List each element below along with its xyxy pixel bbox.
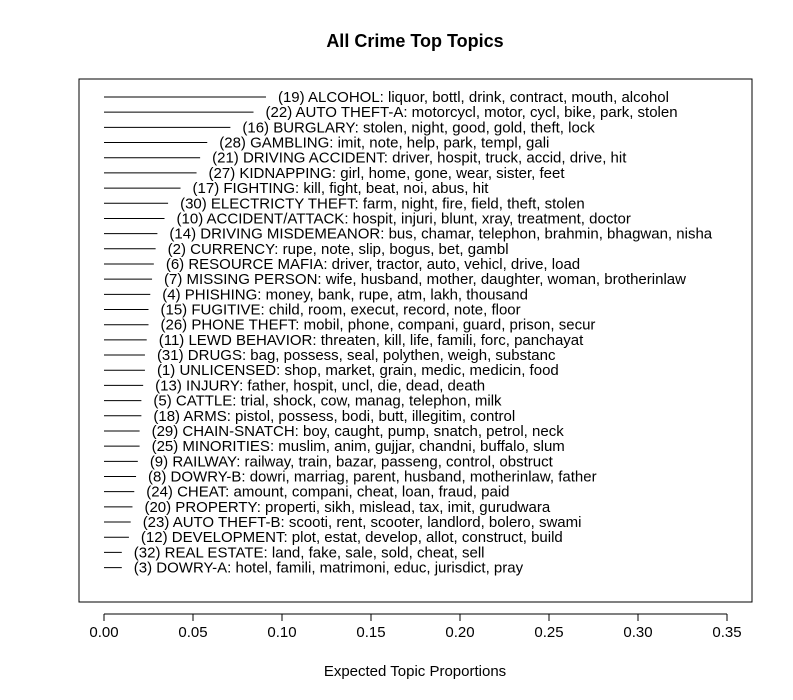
topic-label: (31) DRUGS: bag, possess, seal, polythen… <box>157 347 556 364</box>
topic-label: (15) FUGITIVE: child, room, execut, reco… <box>161 302 521 319</box>
x-axis: 0.00 0.05 0.10 0.15 0.20 0.25 0.30 0.35 <box>89 613 742 641</box>
topic-label: (28) GAMBLING: imit, note, help, park, t… <box>219 135 549 152</box>
topic-label: (4) PHISHING: money, bank, rupe, atm, la… <box>162 286 528 303</box>
topic-label: (32) REAL ESTATE: land, fake, sale, sold… <box>134 544 485 561</box>
topic-label: (14) DRIVING MISDEMEANOR: bus, chamar, t… <box>169 226 712 243</box>
x-tick-label: 0.25 <box>534 624 563 641</box>
topic-label: (6) RESOURCE MAFIA: driver, tractor, aut… <box>166 256 580 273</box>
topic-label: (2) CURRENCY: rupe, note, slip, bogus, b… <box>168 241 509 258</box>
x-axis-label: Expected Topic Proportions <box>324 663 506 680</box>
topic-marks: (19) ALCOHOL: liquor, bottl, drink, cont… <box>104 89 713 577</box>
topic-label: (24) CHEAT: amount, compani, cheat, loan… <box>146 484 509 501</box>
topic-label: (11) LEWD BEHAVIOR: threaten, kill, life… <box>159 332 584 349</box>
topic-label: (25) MINORITIES: muslim, anim, gujjar, c… <box>152 438 565 455</box>
x-tick-label: 0.00 <box>89 624 118 641</box>
topic-label: (3) DOWRY-A: hotel, famili, matrimoni, e… <box>134 560 524 577</box>
topic-label: (21) DRIVING ACCIDENT: driver, hospit, t… <box>212 150 627 167</box>
topic-label: (13) INJURY: father, hospit, uncl, die, … <box>155 377 485 394</box>
topic-label: (29) CHAIN-SNATCH: boy, caught, pump, sn… <box>152 423 565 440</box>
x-tick-label: 0.10 <box>267 624 296 641</box>
topic-label: (17) FIGHTING: kill, fight, beat, noi, a… <box>193 180 490 197</box>
topic-label: (20) PROPERTY: properti, sikh, mislead, … <box>144 499 550 516</box>
topic-label: (10) ACCIDENT/ATTACK: hospit, injuri, bl… <box>177 210 631 227</box>
x-tick-label: 0.20 <box>445 624 474 641</box>
topic-label: (23) AUTO THEFT-B: scooti, rent, scooter… <box>143 514 582 531</box>
x-tick-label: 0.35 <box>712 624 741 641</box>
topic-label: (1) UNLICENSED: shop, market, grain, med… <box>157 362 559 379</box>
topic-label: (16) BURGLARY: stolen, night, good, gold… <box>242 119 595 136</box>
topic-label: (30) ELECTRICTY THEFT: farm, night, fire… <box>180 195 585 212</box>
topic-label: (5) CATTLE: trial, shock, cow, manag, te… <box>153 393 502 410</box>
x-tick-label: 0.15 <box>356 624 385 641</box>
plot-frame <box>78 78 753 603</box>
chart-title: All Crime Top Topics <box>326 31 503 51</box>
topic-label: (18) ARMS: pistol, possess, bodi, butt, … <box>153 408 515 425</box>
topic-label: (26) PHONE THEFT: mobil, phone, compani,… <box>161 317 596 334</box>
topic-label: (19) ALCOHOL: liquor, bottl, drink, cont… <box>278 89 669 106</box>
topic-label: (9) RAILWAY: railway, train, bazar, pass… <box>150 453 554 470</box>
x-tick-label: 0.05 <box>178 624 207 641</box>
topic-label: (12) DEVELOPMENT: plot, estat, develop, … <box>141 529 563 546</box>
topic-label: (7) MISSING PERSON: wife, husband, mothe… <box>164 271 686 288</box>
topic-label: (22) AUTO THEFT-A: motorcycl, motor, cyc… <box>266 104 678 121</box>
x-tick-label: 0.30 <box>623 624 652 641</box>
topic-label: (27) KIDNAPPING: girl, home, gone, wear,… <box>209 165 566 182</box>
topic-label: (8) DOWRY-B: dowri, marriag, parent, hus… <box>148 469 597 486</box>
